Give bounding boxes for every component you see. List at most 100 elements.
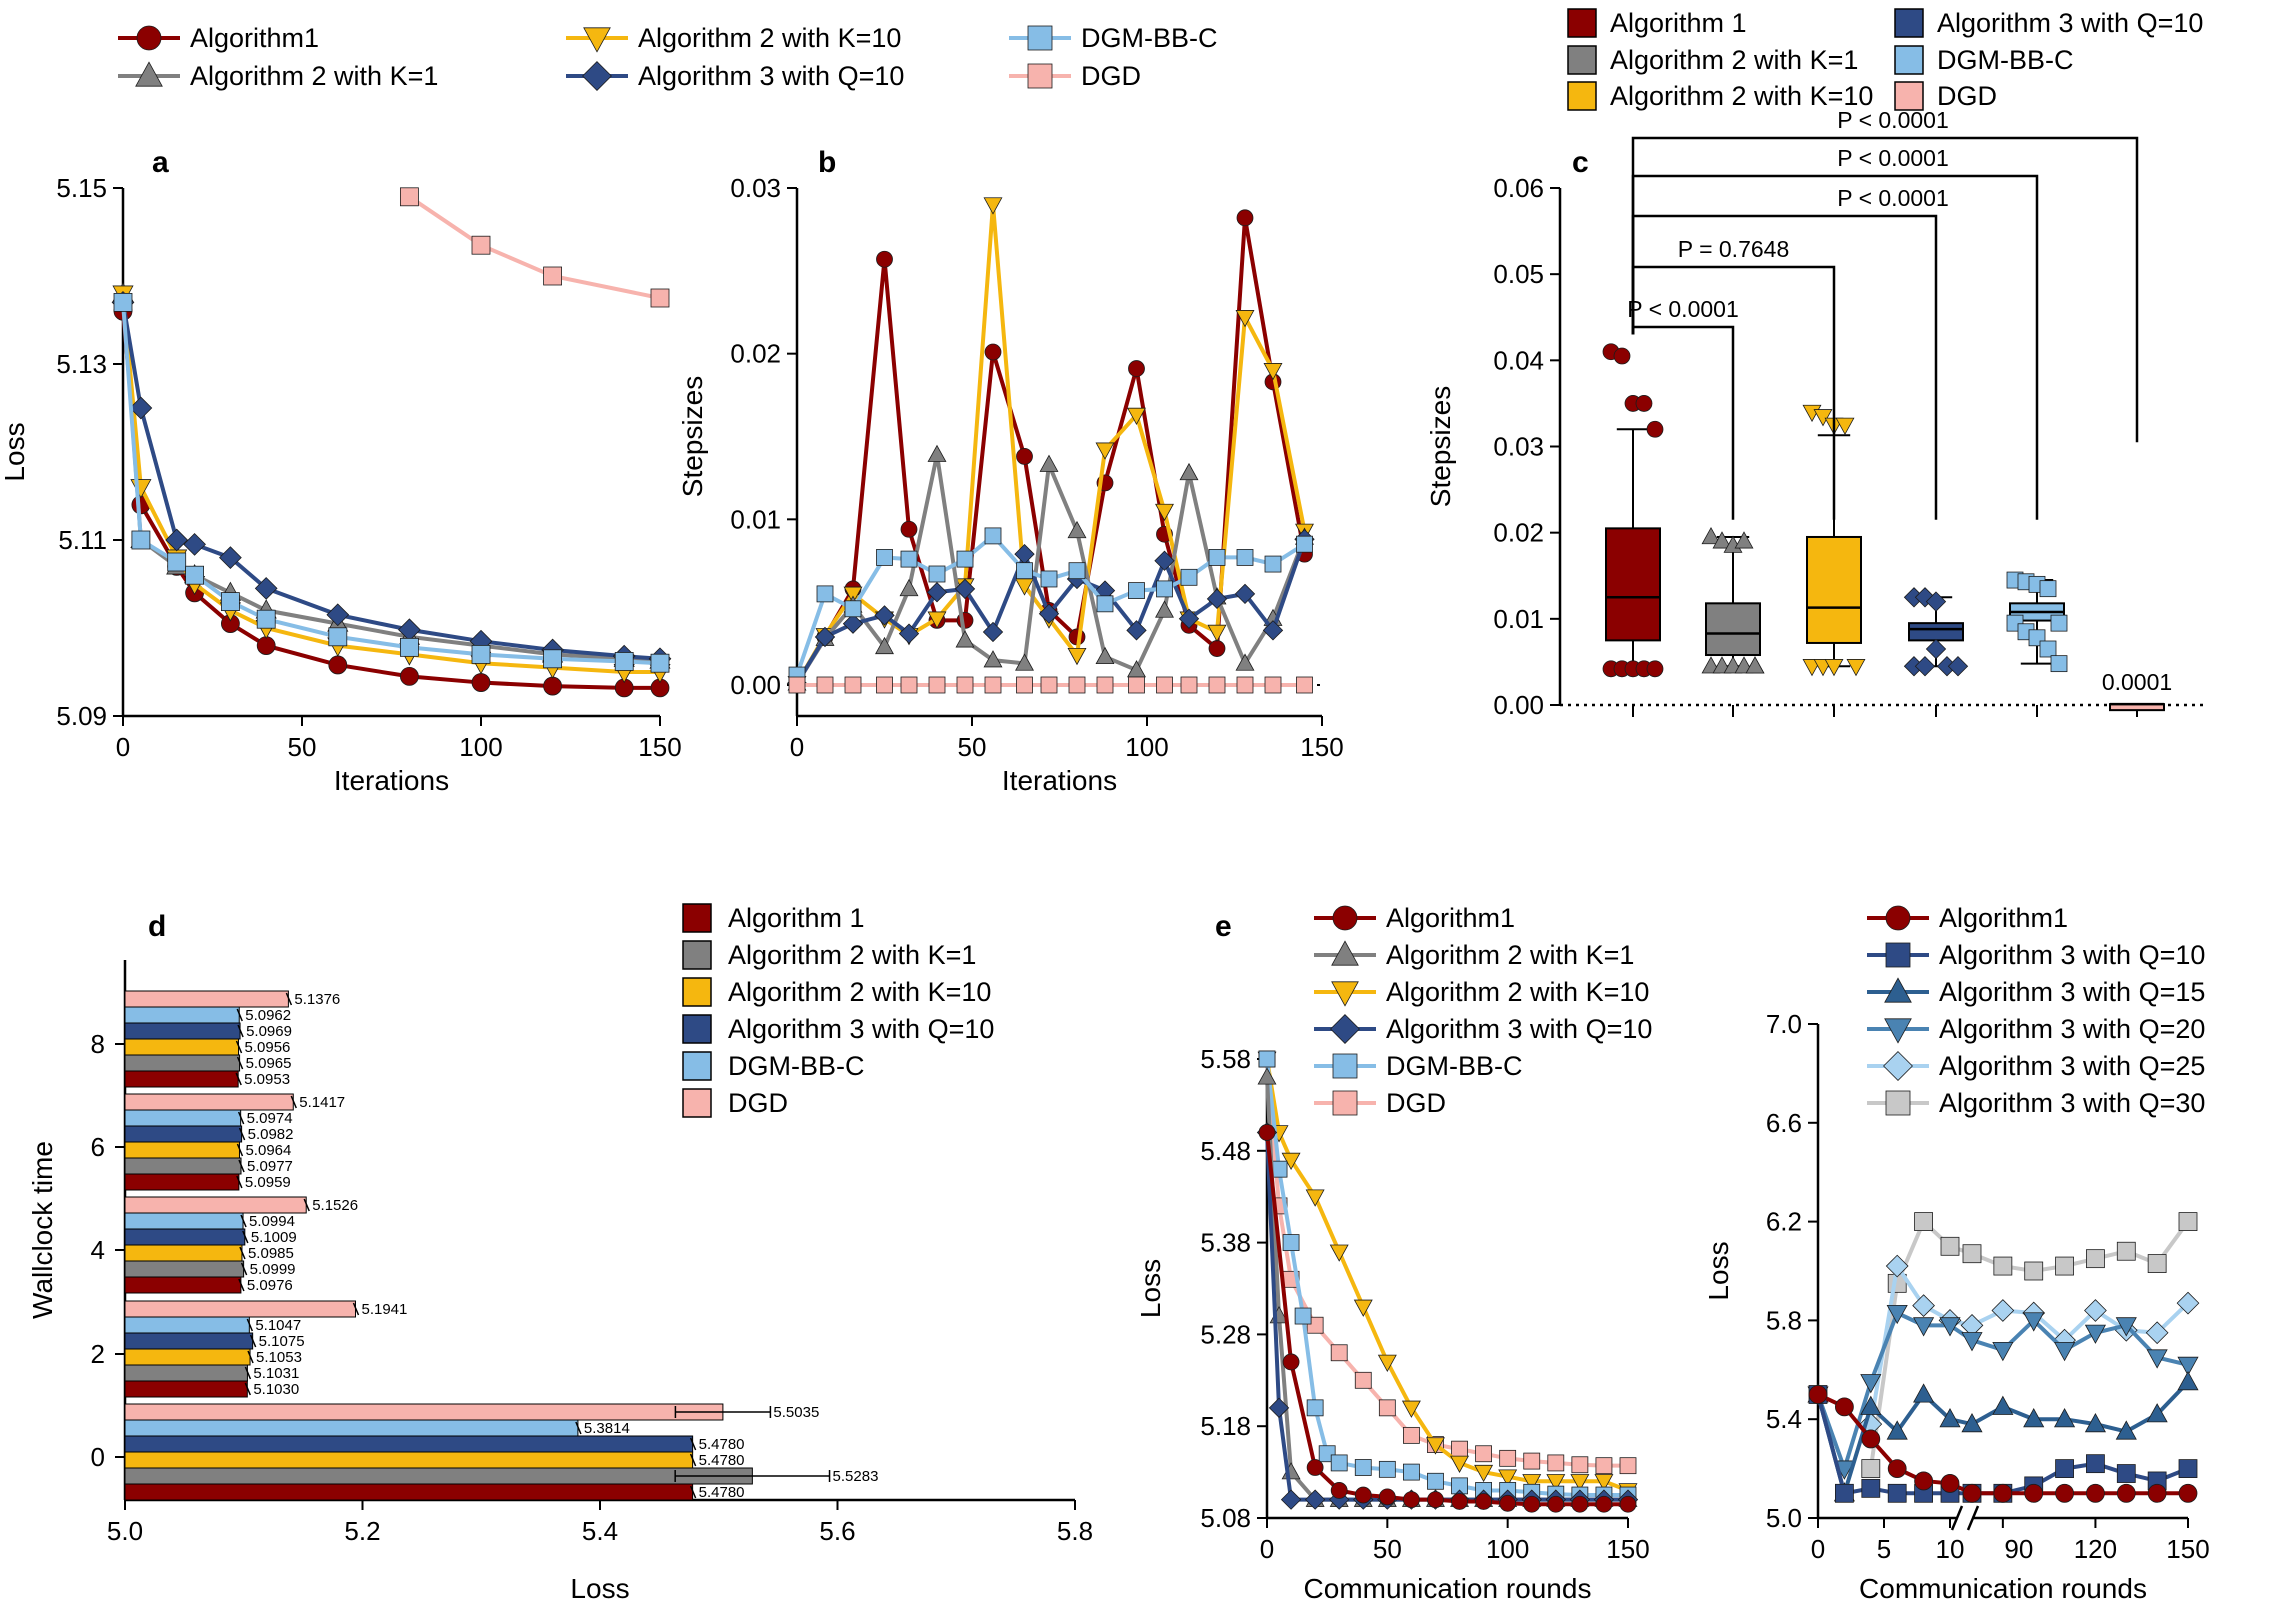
panel-b-dgmbbc-point bbox=[1236, 549, 1254, 566]
x-tick-label: 100 bbox=[1486, 1534, 1529, 1564]
bar-value-label: 5.1047 bbox=[255, 1317, 301, 1334]
legend-marker bbox=[582, 61, 612, 91]
panel-f-q15-point bbox=[2146, 1403, 2168, 1423]
panel-b-alg3q10-point bbox=[1154, 550, 1175, 571]
panel-f-q25-point bbox=[2176, 1291, 2200, 1315]
legend-marker bbox=[1884, 977, 1912, 1003]
y-axis-label: Loss bbox=[0, 422, 30, 481]
panel-b-alg2k1-point bbox=[1155, 600, 1174, 618]
panel-b-dgmbbc-point bbox=[816, 585, 834, 603]
panel-e-dgmbbc-point bbox=[1294, 1307, 1312, 1325]
panel-e-dgmbbc-point bbox=[1258, 1050, 1276, 1068]
panel-b-alg3q10-point bbox=[1178, 608, 1200, 629]
bar-alg3q10 bbox=[124, 1332, 254, 1350]
outlier-point bbox=[1646, 420, 1664, 438]
panel-b-alg2k1-point bbox=[955, 630, 975, 648]
significance-bracket bbox=[1631, 325, 1735, 520]
outlier-point bbox=[1745, 656, 1765, 674]
panel-e-alg1-point bbox=[1427, 1491, 1444, 1509]
legend-label: Algorithm 2 with K=1 bbox=[1610, 45, 1858, 75]
panel-f-alg1-point bbox=[2116, 1483, 2136, 1503]
error-cap bbox=[244, 1366, 252, 1380]
error-cap bbox=[246, 1318, 254, 1332]
legend-swatch bbox=[682, 940, 712, 970]
error-cap bbox=[236, 1008, 243, 1022]
panel-f-q30-point bbox=[2178, 1212, 2198, 1231]
bar-value-label: 5.0969 bbox=[246, 1023, 292, 1040]
outlier-point bbox=[1925, 591, 1947, 612]
panel-b-dgd-point bbox=[900, 676, 918, 694]
legend-swatch bbox=[1894, 45, 1924, 75]
legend-marker bbox=[135, 61, 163, 87]
outlier-point bbox=[2050, 655, 2068, 673]
legend-marker bbox=[1027, 63, 1053, 89]
x-tick-label: 5.4 bbox=[582, 1516, 618, 1546]
panel-e-alg3q10-point bbox=[1304, 1489, 1326, 1510]
panel-letter: e bbox=[1215, 910, 1232, 943]
panel-e-dgmbbc-point bbox=[1354, 1459, 1372, 1476]
panel-e-alg1-point bbox=[1595, 1495, 1613, 1513]
bar-alg1 bbox=[124, 1276, 242, 1294]
y-tick-label: 5.09 bbox=[56, 701, 107, 731]
legend-swatch bbox=[1567, 81, 1597, 111]
bar-alg2k1 bbox=[124, 1467, 753, 1485]
panel-f-q20-point bbox=[2084, 1324, 2107, 1344]
legend-marker bbox=[1332, 1053, 1358, 1079]
x-tick-label: 150 bbox=[2166, 1534, 2209, 1564]
bar-value-label: 5.1031 bbox=[253, 1365, 299, 1382]
panel-f-q15-point bbox=[1860, 1395, 1882, 1415]
panel-e-alg2k10-point bbox=[1401, 1400, 1421, 1418]
panel-e-alg2k10-point bbox=[1546, 1474, 1566, 1492]
panel-e-dgd-point bbox=[1451, 1440, 1468, 1458]
panel-e-alg2k1-point bbox=[1257, 1067, 1277, 1085]
legend-swatch bbox=[1894, 81, 1924, 111]
panel-b-alg1-point bbox=[1016, 447, 1033, 465]
bar-value-label: 5.0959 bbox=[245, 1174, 291, 1191]
panel-f-q30-line bbox=[1868, 1218, 2190, 1469]
panel-f-alg1-point bbox=[1808, 1385, 1828, 1404]
panel-f-q25-point bbox=[1991, 1299, 2015, 1322]
significance-bracket bbox=[1631, 136, 2139, 443]
y-tick-label: 0.05 bbox=[1493, 259, 1544, 289]
panel-e-alg3q10-line bbox=[1265, 1132, 1628, 1502]
panel-e-dgd-point bbox=[1523, 1452, 1541, 1470]
panel-e-dgmbbc-point bbox=[1330, 1454, 1348, 1472]
error-cap bbox=[244, 1382, 252, 1396]
panel-b-alg2k10-point bbox=[1095, 442, 1115, 460]
bar-alg1 bbox=[124, 1380, 248, 1398]
panel-b-dgd-point bbox=[1296, 676, 1313, 694]
x-tick-label: 50 bbox=[288, 732, 317, 762]
panel-a-alg3q10-line bbox=[121, 302, 661, 661]
panel-f-alg1-point bbox=[1835, 1397, 1854, 1417]
panel-a-alg3q10-point bbox=[129, 396, 153, 420]
bar-alg2k10 bbox=[124, 1141, 240, 1159]
error-cap bbox=[238, 1127, 246, 1141]
y-tick-label: 5.08 bbox=[1200, 1503, 1251, 1533]
axis-break-mark bbox=[1950, 1505, 1964, 1531]
panel-b-alg2k1-point bbox=[1039, 454, 1059, 472]
panel-b-alg2k10-point bbox=[1127, 407, 1146, 425]
panel-e-alg1-point bbox=[1523, 1495, 1541, 1513]
x-tick-label: 10 bbox=[1936, 1534, 1965, 1564]
bar-alg3q10 bbox=[124, 1022, 241, 1040]
panel-a-dgmbbc-point bbox=[328, 627, 348, 647]
panel-e-alg1-point bbox=[1475, 1493, 1492, 1510]
panel-f-legend: Algorithm1 Algorithm 3 with Q=10 Algorithm… bbox=[1867, 903, 2205, 1118]
panel-e-alg2k10-point bbox=[1474, 1464, 1494, 1483]
panel-a-alg1-point bbox=[328, 655, 348, 675]
panel-e-alg1-point bbox=[1354, 1486, 1372, 1504]
error-cap bbox=[238, 1278, 245, 1292]
panel-f-alg1-point bbox=[2086, 1483, 2105, 1503]
top-legend: Algorithm1 Algorithm 2 with K=1 Algorithm … bbox=[118, 23, 1218, 91]
y-tick-label: 5.48 bbox=[1200, 1136, 1251, 1166]
panel-f-q30-point bbox=[1940, 1236, 1960, 1256]
panel-a-dgmbbc-point bbox=[471, 645, 491, 664]
error-cap bbox=[247, 1350, 254, 1364]
bar-value-label: 5.1526 bbox=[312, 1197, 358, 1214]
bar-value-label: 5.1417 bbox=[299, 1094, 345, 1111]
error-cap bbox=[239, 1246, 246, 1260]
y-tick-label: 5.18 bbox=[1200, 1411, 1251, 1441]
legend-label: DGM-BB-C bbox=[1937, 45, 2074, 75]
bar-value-label: 5.1009 bbox=[251, 1229, 297, 1246]
